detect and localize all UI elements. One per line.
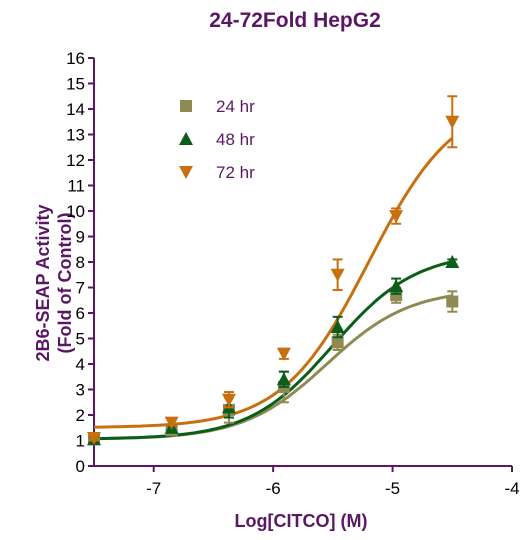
- legend-label: 24 hr: [216, 97, 255, 116]
- data-point: [445, 115, 460, 129]
- data-point: [330, 320, 345, 334]
- y-tick-label: 6: [76, 304, 85, 323]
- data-point: [389, 279, 404, 293]
- data-points: [87, 95, 460, 446]
- x-tick-label: -5: [385, 479, 400, 498]
- data-point: [445, 255, 460, 268]
- data-point: [330, 268, 345, 282]
- y-tick-label: 14: [66, 100, 85, 119]
- x-tick-label: -7: [146, 479, 161, 498]
- y-tick-label: 4: [76, 355, 85, 374]
- y-tick-label: 0: [76, 457, 85, 476]
- data-point: [389, 210, 404, 224]
- y-tick-label: 15: [66, 75, 85, 94]
- fit-curve: [93, 294, 453, 441]
- legend-label: 48 hr: [216, 130, 255, 149]
- legend-marker: [180, 100, 192, 112]
- data-point: [221, 393, 236, 407]
- y-tick-label: 2: [76, 406, 85, 425]
- y-tick-label: 5: [76, 330, 85, 349]
- data-point: [87, 431, 101, 445]
- x-tick-label: -4: [504, 479, 519, 498]
- y-tick-label: 8: [76, 253, 85, 272]
- legend-marker: [179, 132, 193, 145]
- data-point: [164, 416, 179, 430]
- y-tick-label: 11: [67, 177, 85, 196]
- y-tick-label: 16: [66, 49, 85, 68]
- data-point: [331, 336, 344, 349]
- fit-curve: [93, 136, 454, 429]
- legend: 24 hr 48 hr 72 hr: [179, 97, 255, 182]
- data-point: [276, 372, 291, 386]
- y-axis-title-line1: 2B6-SEAP Activity: [33, 204, 53, 361]
- legend-marker: [179, 166, 193, 179]
- y-tick-label: 9: [76, 228, 85, 247]
- x-tick-label: -6: [266, 479, 281, 498]
- legend-label: 72 hr: [216, 163, 255, 182]
- y-axis-title-line2: (Fold of Control): [55, 213, 75, 354]
- chart-title: 24-72Fold HepG2: [209, 9, 381, 32]
- y-tick-label: 13: [66, 126, 85, 145]
- y-tick-label: 1: [76, 432, 85, 451]
- x-axis-title: Log[CITCO] (M): [235, 511, 368, 531]
- data-point: [446, 295, 459, 308]
- y-tick-label: 7: [76, 279, 85, 298]
- y-tick-label: 10: [66, 202, 85, 221]
- y-tick-label: 3: [76, 381, 85, 400]
- y-axis-title: 2B6-SEAP Activity (Fold of Control): [33, 204, 75, 361]
- y-tick-label: 12: [66, 151, 85, 170]
- data-point: [276, 347, 291, 361]
